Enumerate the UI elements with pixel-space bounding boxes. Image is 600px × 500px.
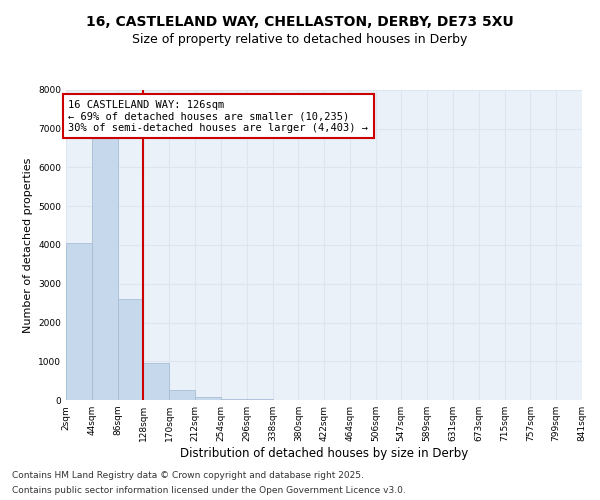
Bar (195, 397, 221, 400)
Text: 16 CASTLELAND WAY: 126sqm
← 69% of detached houses are smaller (10,235)
30% of s: 16 CASTLELAND WAY: 126sqm ← 69% of detac… (68, 100, 368, 133)
Bar (92, 121, 118, 400)
Bar (221, 399, 247, 400)
Bar (143, 363, 169, 400)
Text: Contains HM Land Registry data © Crown copyright and database right 2025.: Contains HM Land Registry data © Crown c… (12, 471, 364, 480)
Y-axis label: Number of detached properties: Number of detached properties (23, 158, 32, 332)
Bar (118, 299, 143, 400)
Bar (169, 390, 195, 400)
X-axis label: Distribution of detached houses by size in Derby: Distribution of detached houses by size … (180, 447, 468, 460)
Text: Size of property relative to detached houses in Derby: Size of property relative to detached ho… (133, 32, 467, 46)
Text: Contains public sector information licensed under the Open Government Licence v3: Contains public sector information licen… (12, 486, 406, 495)
Text: 16, CASTLELAND WAY, CHELLASTON, DERBY, DE73 5XU: 16, CASTLELAND WAY, CHELLASTON, DERBY, D… (86, 15, 514, 29)
Bar (66, 243, 92, 400)
